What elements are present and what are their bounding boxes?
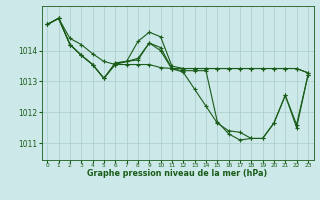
X-axis label: Graphe pression niveau de la mer (hPa): Graphe pression niveau de la mer (hPa) <box>87 169 268 178</box>
